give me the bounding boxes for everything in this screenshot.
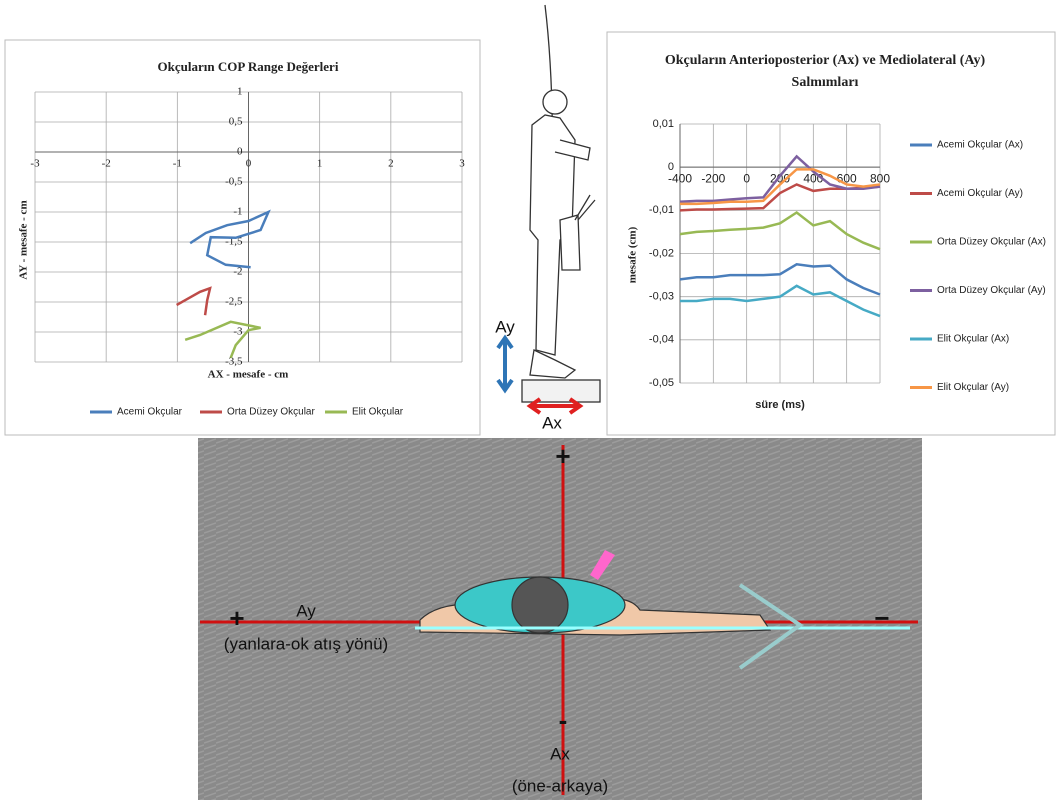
legend-label: Orta Düzey Okçular (Ax) <box>937 237 1046 248</box>
y-tick-label: -3,5 <box>225 356 243 368</box>
x-tick-label: -200 <box>701 171 725 185</box>
x-tick-label: -400 <box>668 171 692 185</box>
y-tick-label: -3 <box>233 326 243 338</box>
y-tick-label: -0,04 <box>649 334 674 346</box>
plus-sign: + <box>555 441 570 471</box>
legend-label: Orta Düzey Okçular (Ay) <box>937 285 1046 296</box>
series-line <box>679 262 881 296</box>
y-tick-label: -0,5 <box>225 176 243 188</box>
y-tick-label: -0,02 <box>649 247 674 259</box>
series-line <box>679 210 881 251</box>
y-tick-label: 0 <box>237 146 243 158</box>
chart-title-box: Okçuların Anterioposterior (Ax) ve Medio… <box>664 53 986 90</box>
minus-sign: - <box>559 705 568 735</box>
ax-label: Ax <box>542 413 562 432</box>
y-tick-label: -2 <box>233 266 242 278</box>
chart-frame <box>4 39 481 436</box>
series-line <box>679 154 881 203</box>
y-tick-label: 1 <box>237 86 243 98</box>
x-tick-label: 3 <box>459 158 465 170</box>
series-line <box>680 168 881 206</box>
legend-label: Acemi Okçular (Ay) <box>937 188 1023 199</box>
chart-title: Okçuların Anterioposterior (Ax) ve Medio… <box>664 53 986 90</box>
y-tick-label: -0,03 <box>649 291 674 303</box>
ax-arrow <box>526 397 584 415</box>
minus-sign: − <box>874 603 889 633</box>
x-tick-label: 1 <box>317 158 323 170</box>
y-tick-label: 0 <box>668 161 674 173</box>
legend-label: Acemi Okçular (Ax) <box>937 140 1023 151</box>
ay-note: (yanlara-ok atış yönü) <box>224 634 388 653</box>
x-tick-label: -1 <box>173 158 182 170</box>
legend-label: Elit Okçular (Ay) <box>937 382 1009 393</box>
x-tick-label: 0 <box>743 171 750 185</box>
series-line <box>189 209 271 269</box>
legend-label: Elit Okçular (Ax) <box>937 334 1009 345</box>
ax-note: (öne-arkaya) <box>512 776 608 795</box>
standing-archer <box>521 4 601 403</box>
ay-arrow <box>496 334 514 394</box>
ax-label: Ax <box>550 744 570 763</box>
x-tick-label: 2 <box>388 158 394 170</box>
y-tick-label: 0,5 <box>229 116 243 128</box>
y-tick-label: 0,01 <box>653 118 674 130</box>
y-tick-label: -1 <box>233 206 242 218</box>
x-axis-label: AX - mesafe - cm <box>208 369 289 381</box>
series-line <box>680 284 881 318</box>
legend-label: Elit Okçular <box>352 407 404 418</box>
y-tick-label: -0,01 <box>649 204 674 216</box>
top-view-archer <box>415 550 910 670</box>
ay-label: Ay <box>495 317 515 336</box>
legend-label: Acemi Okçular <box>117 407 183 418</box>
plus-sign: + <box>229 603 244 633</box>
x-tick-label: 800 <box>870 171 890 185</box>
x-axis-label: süre (ms) <box>755 399 805 411</box>
legend-label: Orta Düzey Okçular <box>227 407 315 418</box>
x-tick-label: 0 <box>246 158 252 170</box>
y-axis-label: AY - mesafe - cm <box>18 200 30 279</box>
ay-label: Ay <box>296 601 316 620</box>
y-tick-label: -2,5 <box>225 296 243 308</box>
series-line <box>184 320 261 359</box>
y-axis-label: mesafe (cm) <box>627 226 639 283</box>
y-tick-label: -0,05 <box>649 377 674 389</box>
series-line <box>176 286 212 316</box>
x-tick-label: -2 <box>102 158 111 170</box>
x-tick-label: -3 <box>30 158 40 170</box>
chart-title: Okçuların COP Range Değerleri <box>158 59 339 74</box>
